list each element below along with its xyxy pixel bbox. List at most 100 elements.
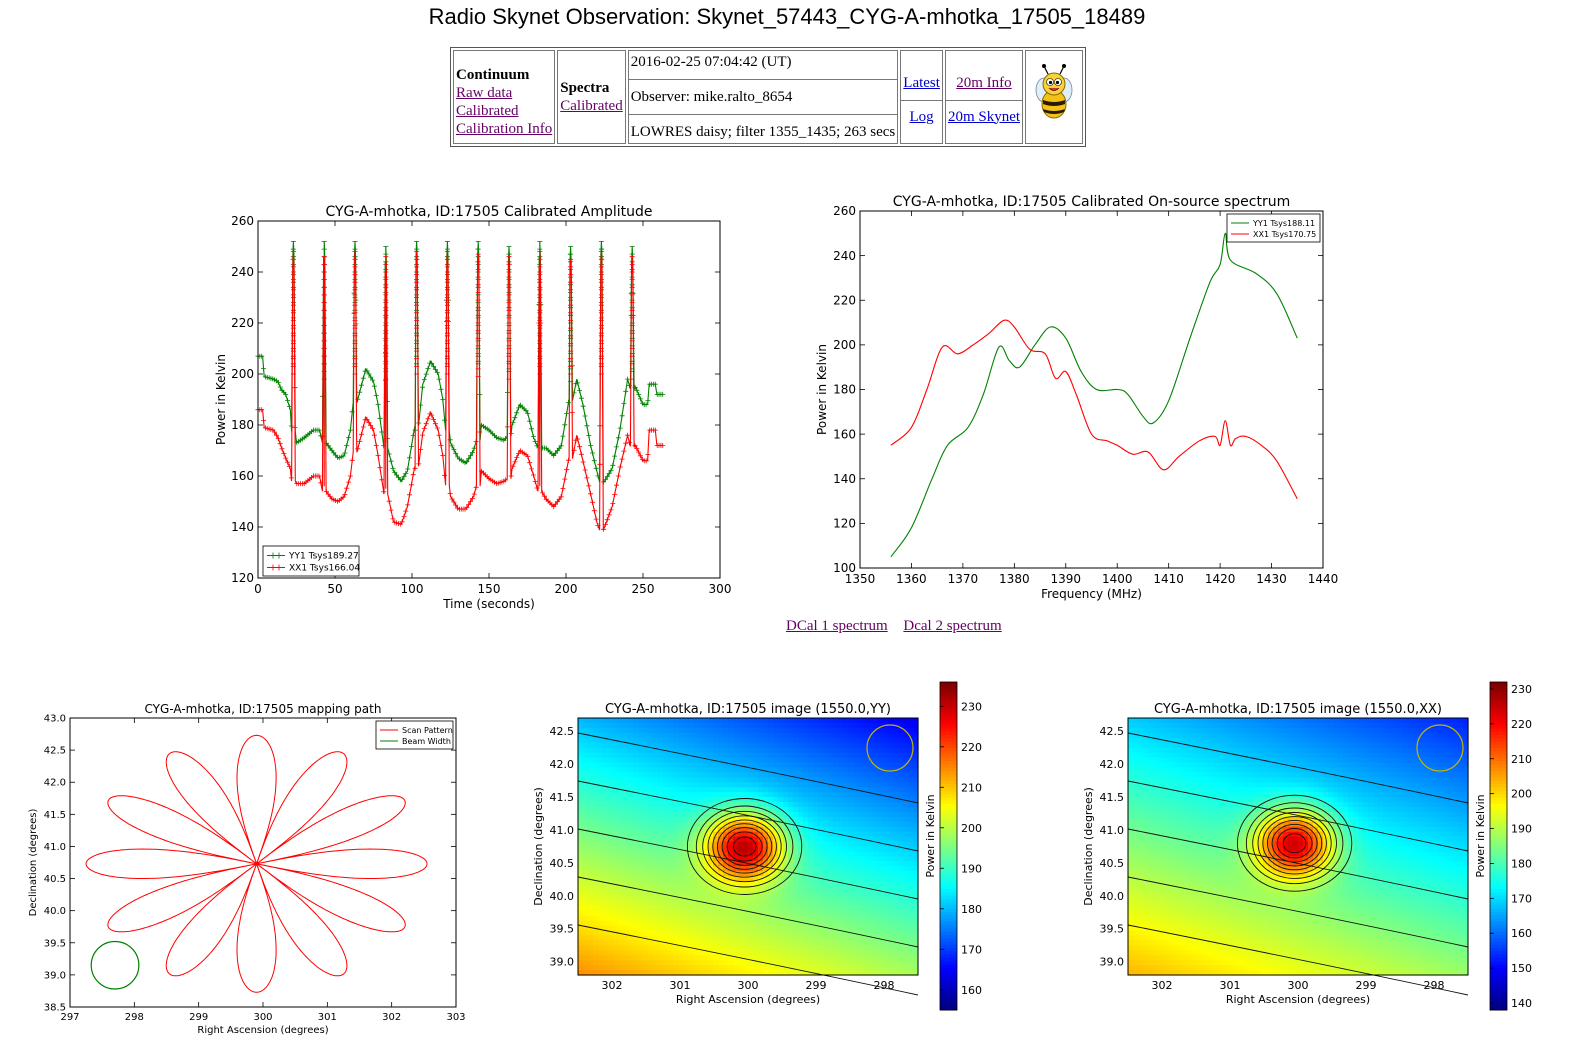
y-tick-label: 42.0 xyxy=(1100,758,1125,771)
y-tick-label: 41.5 xyxy=(1100,791,1125,804)
calibration-info-link[interactable]: Calibration Info xyxy=(456,120,553,137)
y-tick-label: 140 xyxy=(231,520,254,534)
calibrated-continuum-link[interactable]: Calibrated xyxy=(456,102,519,119)
y-axis-label: Declination (degrees) xyxy=(1082,787,1095,906)
chart-title: CYG-A-mhotka, ID:17505 image (1550.0,YY) xyxy=(605,702,891,717)
x-tick-label: 298 xyxy=(874,979,895,992)
x-tick-label: 150 xyxy=(478,582,501,596)
contour-line xyxy=(716,823,773,870)
contour-line xyxy=(577,732,919,804)
contour-line xyxy=(577,780,919,852)
contour-line xyxy=(732,836,757,857)
x-tick-label: 250 xyxy=(632,582,655,596)
y-tick-label: 40.5 xyxy=(44,874,66,885)
latest-link[interactable]: Latest xyxy=(903,74,940,91)
y-tick-label: 200 xyxy=(833,338,856,352)
x-axis-label: Time (seconds) xyxy=(442,597,535,611)
y-tick-label: 39.0 xyxy=(1100,956,1125,969)
legend-label: XX1 Tsys170.75 xyxy=(1253,230,1316,239)
20m-skynet-link[interactable]: 20m Skynet xyxy=(947,108,1021,125)
beam-circle xyxy=(1416,724,1464,772)
colorbar-tick-label: 160 xyxy=(961,984,982,997)
contour-line xyxy=(702,810,787,883)
contour-line xyxy=(712,819,777,874)
colorbar-tick-label: 220 xyxy=(1511,718,1532,731)
contour-line xyxy=(695,805,794,888)
y-tick-label: 120 xyxy=(231,571,254,585)
contour-line xyxy=(1127,828,1469,900)
heatmap-image xyxy=(1128,718,1469,976)
logo-cell xyxy=(1025,50,1084,144)
y-axis-label: Declination (degrees) xyxy=(532,787,545,906)
contour-line xyxy=(1127,876,1469,948)
colorbar-tick-label: 140 xyxy=(1511,997,1532,1010)
y-tick-label: 260 xyxy=(833,204,856,218)
y-tick-label: 39.5 xyxy=(1100,923,1125,936)
x-axis-label: Frequency (MHz) xyxy=(1041,587,1142,601)
spectrum-line-yy1 xyxy=(890,232,1298,558)
x-tick-label: 298 xyxy=(1424,979,1445,992)
x-tick-label: 200 xyxy=(555,582,578,596)
x-axis-label: Right Ascension (degrees) xyxy=(1226,993,1370,1006)
colorbar-tick-label: 190 xyxy=(961,862,982,875)
raw-data-link[interactable]: Raw data xyxy=(456,84,513,101)
x-tick-label: 302 xyxy=(602,979,623,992)
contour-line xyxy=(721,827,768,866)
contour-line xyxy=(1266,819,1323,867)
y-tick-label: 42.5 xyxy=(44,746,66,757)
y-tick-label: 40.0 xyxy=(550,890,575,903)
contour-line xyxy=(726,831,763,862)
x-tick-label: 1420 xyxy=(1205,572,1236,586)
y-tick-label: 41.0 xyxy=(1100,824,1125,837)
x-tick-label: 1380 xyxy=(999,572,1030,586)
y-tick-label: 40.5 xyxy=(550,857,575,870)
contour-line xyxy=(1262,816,1327,871)
colorbar-tick-label: 160 xyxy=(1511,927,1532,940)
contour-line xyxy=(686,798,803,895)
contour-line xyxy=(1252,807,1337,879)
colorbar-tick-label: 180 xyxy=(1511,857,1532,870)
contour-line xyxy=(1276,828,1313,859)
yy-image-chart: 302 301 300 299 298 39.0 39.5 40.0 40.5 41.0 41.5 4… xyxy=(528,676,1008,1036)
observer-name: Observer: mike.ralto_8654 xyxy=(628,80,898,115)
plot-frame xyxy=(69,717,457,1008)
colorbar-label: Power in Kelvin xyxy=(924,794,937,877)
nav-cell: Latest Log xyxy=(900,50,943,144)
colorbar-tick-label: 170 xyxy=(1511,892,1532,905)
contour-line xyxy=(577,924,919,996)
colorbar: 160 170 180 190 200 210 220 230 xyxy=(939,681,982,1011)
x-axis-label: Right Ascension (degrees) xyxy=(197,1025,328,1036)
y-tick-label: 220 xyxy=(833,293,856,307)
bee-icon[interactable] xyxy=(1030,63,1078,126)
beam-circle xyxy=(866,724,914,772)
colorbar-tick-label: 230 xyxy=(1511,683,1532,696)
contour-line xyxy=(1236,794,1353,892)
y-tick-label: 100 xyxy=(833,561,856,575)
contour-line xyxy=(1245,802,1344,885)
y-tick-label: 120 xyxy=(833,517,856,531)
x-tick-label: 1360 xyxy=(896,572,927,586)
spectra-heading: Spectra xyxy=(560,80,610,96)
x-tick-label: 301 xyxy=(318,1012,337,1023)
x-tick-label: 1400 xyxy=(1102,572,1133,586)
heatmap-image xyxy=(578,718,919,976)
y-tick-label: 43.0 xyxy=(44,714,66,725)
colorbar-tick-label: 200 xyxy=(1511,788,1532,801)
y-tick-label: 220 xyxy=(231,316,254,330)
colorbar-tick-label: 200 xyxy=(961,822,982,835)
calibrated-spectra-link[interactable]: Calibrated xyxy=(560,98,623,114)
plot-frame xyxy=(577,717,919,976)
chart-title: CYG-A-mhotka, ID:17505 mapping path xyxy=(145,702,382,716)
x-tick-label: 300 xyxy=(1288,979,1309,992)
log-link[interactable]: Log xyxy=(909,108,934,125)
observation-info-table: Continuum Raw data Calibrated Calibratio… xyxy=(450,47,1087,147)
scan-pattern-path xyxy=(85,734,428,993)
y-tick-label: 38.5 xyxy=(44,1003,66,1014)
colorbar-label: Power in Kelvin xyxy=(1474,794,1487,877)
20m-info-link[interactable]: 20m Info xyxy=(956,74,1012,91)
colorbar-tick-label: 210 xyxy=(961,781,982,794)
dcal-2-spectrum-link[interactable]: Dcal 2 spectrum xyxy=(903,618,1002,634)
x-tick-label: 299 xyxy=(1356,979,1377,992)
dcal-links: DCal 1 spectrum Dcal 2 spectrum xyxy=(786,618,1014,635)
dcal-1-spectrum-link[interactable]: DCal 1 spectrum xyxy=(786,618,888,634)
